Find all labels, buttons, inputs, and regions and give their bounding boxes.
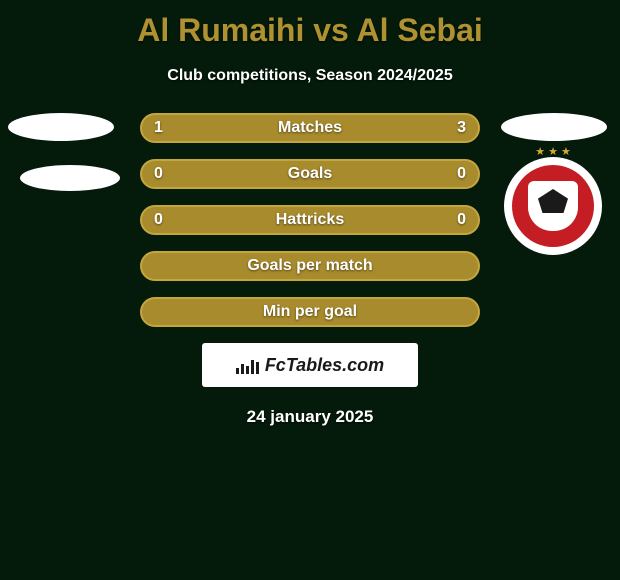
right-club-logo: ★★★: [504, 117, 602, 215]
right-placeholder-oval: [501, 113, 607, 141]
stat-left-value: 0: [154, 165, 163, 183]
stat-label: Goals per match: [247, 257, 372, 275]
stat-right-value: 0: [457, 211, 466, 229]
branding-text: FcTables.com: [265, 355, 384, 376]
page-subtitle: Club competitions, Season 2024/2025: [0, 67, 620, 85]
stat-left-value: 1: [154, 119, 163, 137]
stat-row-goals: 0 Goals 0: [140, 159, 480, 189]
fctables-branding: FcTables.com: [202, 343, 418, 387]
stat-label: Min per goal: [263, 303, 357, 321]
stat-label: Hattricks: [276, 211, 344, 229]
stat-right-value: 3: [457, 119, 466, 137]
club-badge-icon: [504, 157, 602, 255]
stats-area: ★★★ 1 Matches 3 0 Goals 0 0 Hattricks 0 …: [0, 113, 620, 427]
left-placeholder-oval-1: [8, 113, 114, 141]
bar-chart-icon: [236, 356, 259, 374]
stat-label: Goals: [288, 165, 332, 183]
left-placeholder-oval-2: [20, 165, 120, 191]
stat-right-value: 0: [457, 165, 466, 183]
stat-row-hattricks: 0 Hattricks 0: [140, 205, 480, 235]
stat-row-matches: 1 Matches 3: [140, 113, 480, 143]
stat-row-goals-per-match: Goals per match: [140, 251, 480, 281]
stat-left-value: 0: [154, 211, 163, 229]
stat-label: Matches: [278, 119, 342, 137]
footer-date: 24 january 2025: [0, 407, 620, 427]
page-title: Al Rumaihi vs Al Sebai: [0, 0, 620, 49]
stat-row-min-per-goal: Min per goal: [140, 297, 480, 327]
